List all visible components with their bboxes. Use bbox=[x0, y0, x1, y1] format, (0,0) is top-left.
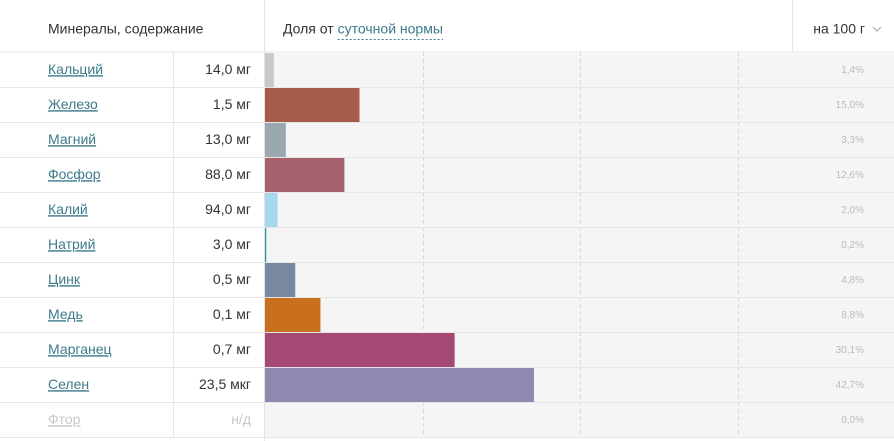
chevron bbox=[872, 26, 882, 32]
bar bbox=[265, 228, 267, 262]
value-label: 42,7% bbox=[836, 380, 864, 391]
value-label: 1,4% bbox=[841, 65, 864, 76]
mineral-link[interactable]: Натрий bbox=[48, 236, 95, 252]
bar bbox=[265, 193, 278, 227]
mineral-link[interactable]: Железо bbox=[48, 96, 98, 112]
value-label: 0,0% bbox=[841, 415, 864, 426]
value-label: 3,3% bbox=[841, 135, 864, 146]
mineral-link[interactable]: Фтор bbox=[48, 411, 81, 427]
name-header: Минералы, содержание bbox=[48, 21, 204, 37]
value-label: 30,1% bbox=[836, 345, 864, 356]
amount: 0,1 мг bbox=[213, 306, 251, 322]
bar bbox=[265, 368, 535, 402]
value-label: 0,2% bbox=[841, 240, 864, 251]
bar bbox=[265, 53, 274, 87]
amount: 1,5 мг bbox=[213, 96, 251, 112]
mineral-link[interactable]: Марганец bbox=[48, 341, 112, 357]
bar bbox=[265, 298, 321, 332]
value-label: 4,8% bbox=[841, 275, 864, 286]
mineral-link[interactable]: Селен bbox=[48, 376, 89, 392]
bar bbox=[265, 333, 455, 367]
amount: 0,5 мг bbox=[213, 271, 251, 287]
value-label: 2,0% bbox=[841, 205, 864, 216]
bar bbox=[265, 88, 360, 122]
amount: 88,0 мг bbox=[205, 166, 251, 182]
amount: 3,0 мг bbox=[213, 236, 251, 252]
mineral-link[interactable]: Цинк bbox=[48, 271, 81, 287]
value-label: 15,0% bbox=[836, 100, 864, 111]
bar bbox=[265, 263, 296, 297]
amount: н/д bbox=[231, 411, 251, 427]
amount: 94,0 мг bbox=[205, 201, 251, 217]
unit-select[interactable]: на 100 г bbox=[813, 21, 865, 37]
value-label: 12,6% bbox=[836, 170, 864, 181]
bar bbox=[265, 158, 345, 192]
bar bbox=[265, 123, 286, 157]
mineral-link[interactable]: Медь bbox=[48, 306, 83, 322]
share-header: Доля от bbox=[283, 21, 334, 37]
amount: 23,5 мкг bbox=[199, 376, 251, 392]
value-label: 8,8% bbox=[841, 310, 864, 321]
header-bg bbox=[0, 0, 894, 52]
amount: 14,0 мг bbox=[205, 61, 251, 77]
amount: 13,0 мг bbox=[205, 131, 251, 147]
amount: 0,7 мг bbox=[213, 341, 251, 357]
mineral-link[interactable]: Кальций bbox=[48, 61, 103, 77]
mineral-link[interactable]: Магний bbox=[48, 131, 96, 147]
norm-link[interactable]: суточной нормы bbox=[338, 21, 443, 37]
mineral-link[interactable]: Фосфор bbox=[48, 166, 101, 182]
mineral-link[interactable]: Калий bbox=[48, 201, 88, 217]
